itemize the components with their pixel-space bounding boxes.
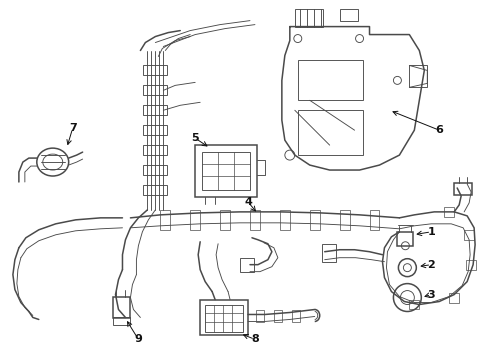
Bar — [144, 125, 167, 135]
Bar — [144, 105, 167, 115]
Text: 7: 7 — [69, 123, 76, 133]
Bar — [144, 85, 167, 95]
Bar — [205, 305, 243, 332]
Bar — [298, 110, 363, 155]
Bar — [369, 210, 379, 230]
Bar — [409, 66, 427, 87]
Bar — [113, 318, 130, 325]
Text: 4: 4 — [244, 197, 252, 207]
Bar — [144, 66, 167, 75]
Bar — [340, 9, 358, 21]
Text: 3: 3 — [427, 289, 435, 300]
Bar — [113, 297, 130, 319]
Bar — [397, 232, 414, 246]
Bar — [190, 210, 200, 230]
Text: 9: 9 — [134, 334, 143, 345]
Bar — [200, 300, 248, 336]
Bar — [295, 9, 323, 27]
Bar — [454, 183, 472, 195]
Bar — [409, 300, 419, 310]
Bar — [298, 60, 363, 100]
Text: 6: 6 — [435, 125, 443, 135]
Bar — [220, 210, 230, 230]
Text: 5: 5 — [192, 133, 199, 143]
Bar — [444, 207, 454, 217]
Bar — [256, 310, 264, 323]
Bar — [274, 310, 282, 323]
Bar — [250, 210, 260, 230]
Bar — [466, 260, 476, 270]
Bar — [464, 230, 474, 240]
Bar — [340, 210, 349, 230]
Bar — [310, 210, 319, 230]
Text: 1: 1 — [427, 227, 435, 237]
Bar — [292, 310, 300, 323]
Bar — [144, 185, 167, 195]
Bar — [195, 145, 257, 197]
Bar — [280, 210, 290, 230]
Text: 8: 8 — [251, 334, 259, 345]
Bar — [144, 165, 167, 175]
Text: 2: 2 — [427, 260, 435, 270]
Bar — [240, 258, 254, 272]
Bar — [449, 293, 459, 302]
Bar — [144, 145, 167, 155]
Bar — [322, 244, 336, 262]
Bar — [160, 210, 171, 230]
Bar — [202, 152, 250, 190]
